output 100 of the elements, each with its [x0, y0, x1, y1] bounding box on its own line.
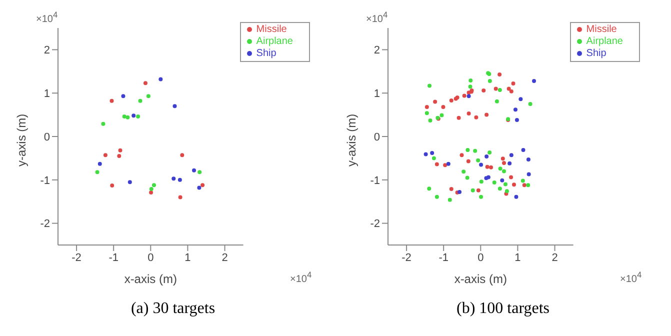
x-tick-label: -1: [438, 252, 448, 264]
point: [485, 164, 490, 169]
point: [492, 180, 496, 185]
point: [504, 189, 509, 194]
y-axis-title: y-axis (m): [14, 114, 28, 166]
point: [172, 176, 176, 181]
point: [476, 158, 480, 162]
point: [172, 104, 177, 108]
point: [460, 153, 464, 158]
point: [443, 163, 448, 168]
point: [509, 175, 514, 180]
point: [121, 94, 126, 98]
y-tick-label: 0: [44, 131, 50, 144]
y-tick-label: 0: [374, 131, 380, 144]
point: [126, 115, 130, 120]
legend-label: Ship: [586, 48, 606, 59]
point: [498, 186, 502, 191]
point: [484, 112, 489, 117]
y-tick-label: -2: [370, 218, 380, 230]
point: [479, 162, 484, 167]
point: [424, 111, 429, 116]
point: [521, 148, 526, 152]
point: [462, 170, 466, 174]
point: [192, 168, 196, 172]
point: [468, 84, 472, 89]
point: [197, 186, 202, 190]
point: [518, 97, 523, 102]
point: [440, 113, 444, 118]
point: [473, 148, 478, 153]
x-tick-label: 0: [148, 252, 154, 264]
point: [488, 78, 492, 83]
text: (a) 30 targets: [130, 300, 216, 317]
point: [424, 152, 428, 156]
point: [200, 183, 205, 188]
point: [500, 156, 505, 161]
point: [458, 190, 462, 194]
point: [470, 188, 475, 192]
legend-label: Missile: [256, 24, 287, 35]
point: [502, 160, 506, 165]
point: [489, 165, 494, 170]
point: [149, 190, 154, 194]
point: [158, 77, 163, 82]
point: [178, 195, 182, 200]
y-tick-label: 2: [44, 44, 50, 57]
point: [479, 180, 484, 184]
text: (b) 100 targets: [456, 300, 550, 317]
point: [101, 122, 106, 126]
point: [180, 153, 184, 158]
point: [509, 89, 514, 94]
point: [448, 198, 452, 202]
point: [526, 172, 531, 176]
point: [479, 194, 484, 199]
point: [466, 94, 471, 98]
point: [449, 98, 454, 102]
point: [520, 178, 525, 183]
y-axis-title: y-axis (m): [344, 114, 358, 166]
point: [498, 166, 502, 171]
point: [149, 187, 154, 192]
legend-label: Missile: [586, 24, 617, 35]
point: [468, 78, 473, 83]
point: [502, 169, 506, 174]
point: [512, 182, 516, 187]
point: [428, 118, 432, 122]
point: [198, 170, 202, 174]
point: [433, 100, 438, 104]
y-tick-label: 1: [44, 88, 50, 100]
text: ×10$^{4}$: [36, 10, 58, 26]
point: [532, 78, 536, 83]
point: [117, 154, 122, 158]
point: [110, 184, 114, 188]
y-tick-label: -2: [40, 218, 50, 230]
point: [424, 104, 429, 109]
point: [511, 82, 516, 86]
text: ×10$^{4}$: [620, 270, 642, 286]
point: [498, 88, 502, 92]
point: [514, 118, 519, 122]
x-tick-label: -1: [108, 252, 118, 264]
text: ×10$^{4}$: [290, 270, 312, 286]
point: [98, 162, 102, 166]
x-tick-label: -2: [72, 252, 82, 264]
point: [476, 188, 480, 192]
point: [465, 176, 470, 180]
point: [466, 112, 471, 116]
x-tick-label: 1: [184, 252, 191, 264]
point: [509, 153, 514, 158]
point: [132, 114, 136, 118]
point: [500, 178, 504, 182]
x-axis-title: x-axis (m): [454, 272, 507, 286]
point: [506, 86, 511, 91]
point: [143, 81, 148, 86]
point: [494, 99, 499, 104]
point: [466, 148, 470, 152]
text: ×10$^{4}$: [366, 10, 388, 26]
point: [513, 108, 518, 112]
point: [118, 148, 122, 152]
point: [432, 156, 436, 160]
y-tick-label: 1: [374, 88, 380, 100]
point: [494, 86, 498, 91]
point: [462, 94, 466, 98]
y-tick-label: -1: [370, 174, 380, 187]
